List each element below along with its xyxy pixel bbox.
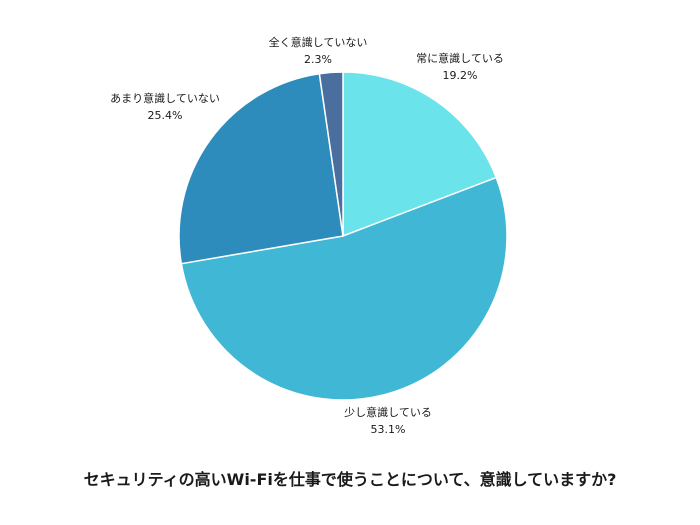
slice-label-2: あまり意識していない xyxy=(110,91,220,105)
slice-value-label-1: 53.1% xyxy=(371,423,406,436)
slice-value-label-2: 25.4% xyxy=(148,109,183,122)
slice-value-label-3: 2.3% xyxy=(304,53,332,66)
chart-caption: セキュリティの高いWi-Fiを仕事で使うことについて、意識していますか? xyxy=(83,470,617,489)
pie-slices xyxy=(178,71,508,401)
pie-chart: 常に意識している 19.2% 少し意識している 53.1% あまり意識していない 25.4… xyxy=(110,35,508,436)
slice-label-0: 常に意識している xyxy=(416,51,504,65)
pie-labels: 常に意識している 19.2% 少し意識している 53.1% あまり意識していない 25.4… xyxy=(110,35,504,436)
pie-slice-3 xyxy=(318,71,344,237)
pie-slice-0 xyxy=(342,71,498,238)
slice-label-1: 少し意識している xyxy=(344,405,432,419)
slice-value-label-0: 19.2% xyxy=(443,69,478,82)
slice-label-3: 全く意識していない xyxy=(269,35,368,49)
pie-slice-2 xyxy=(178,72,344,265)
pie-slice-1 xyxy=(180,176,508,401)
